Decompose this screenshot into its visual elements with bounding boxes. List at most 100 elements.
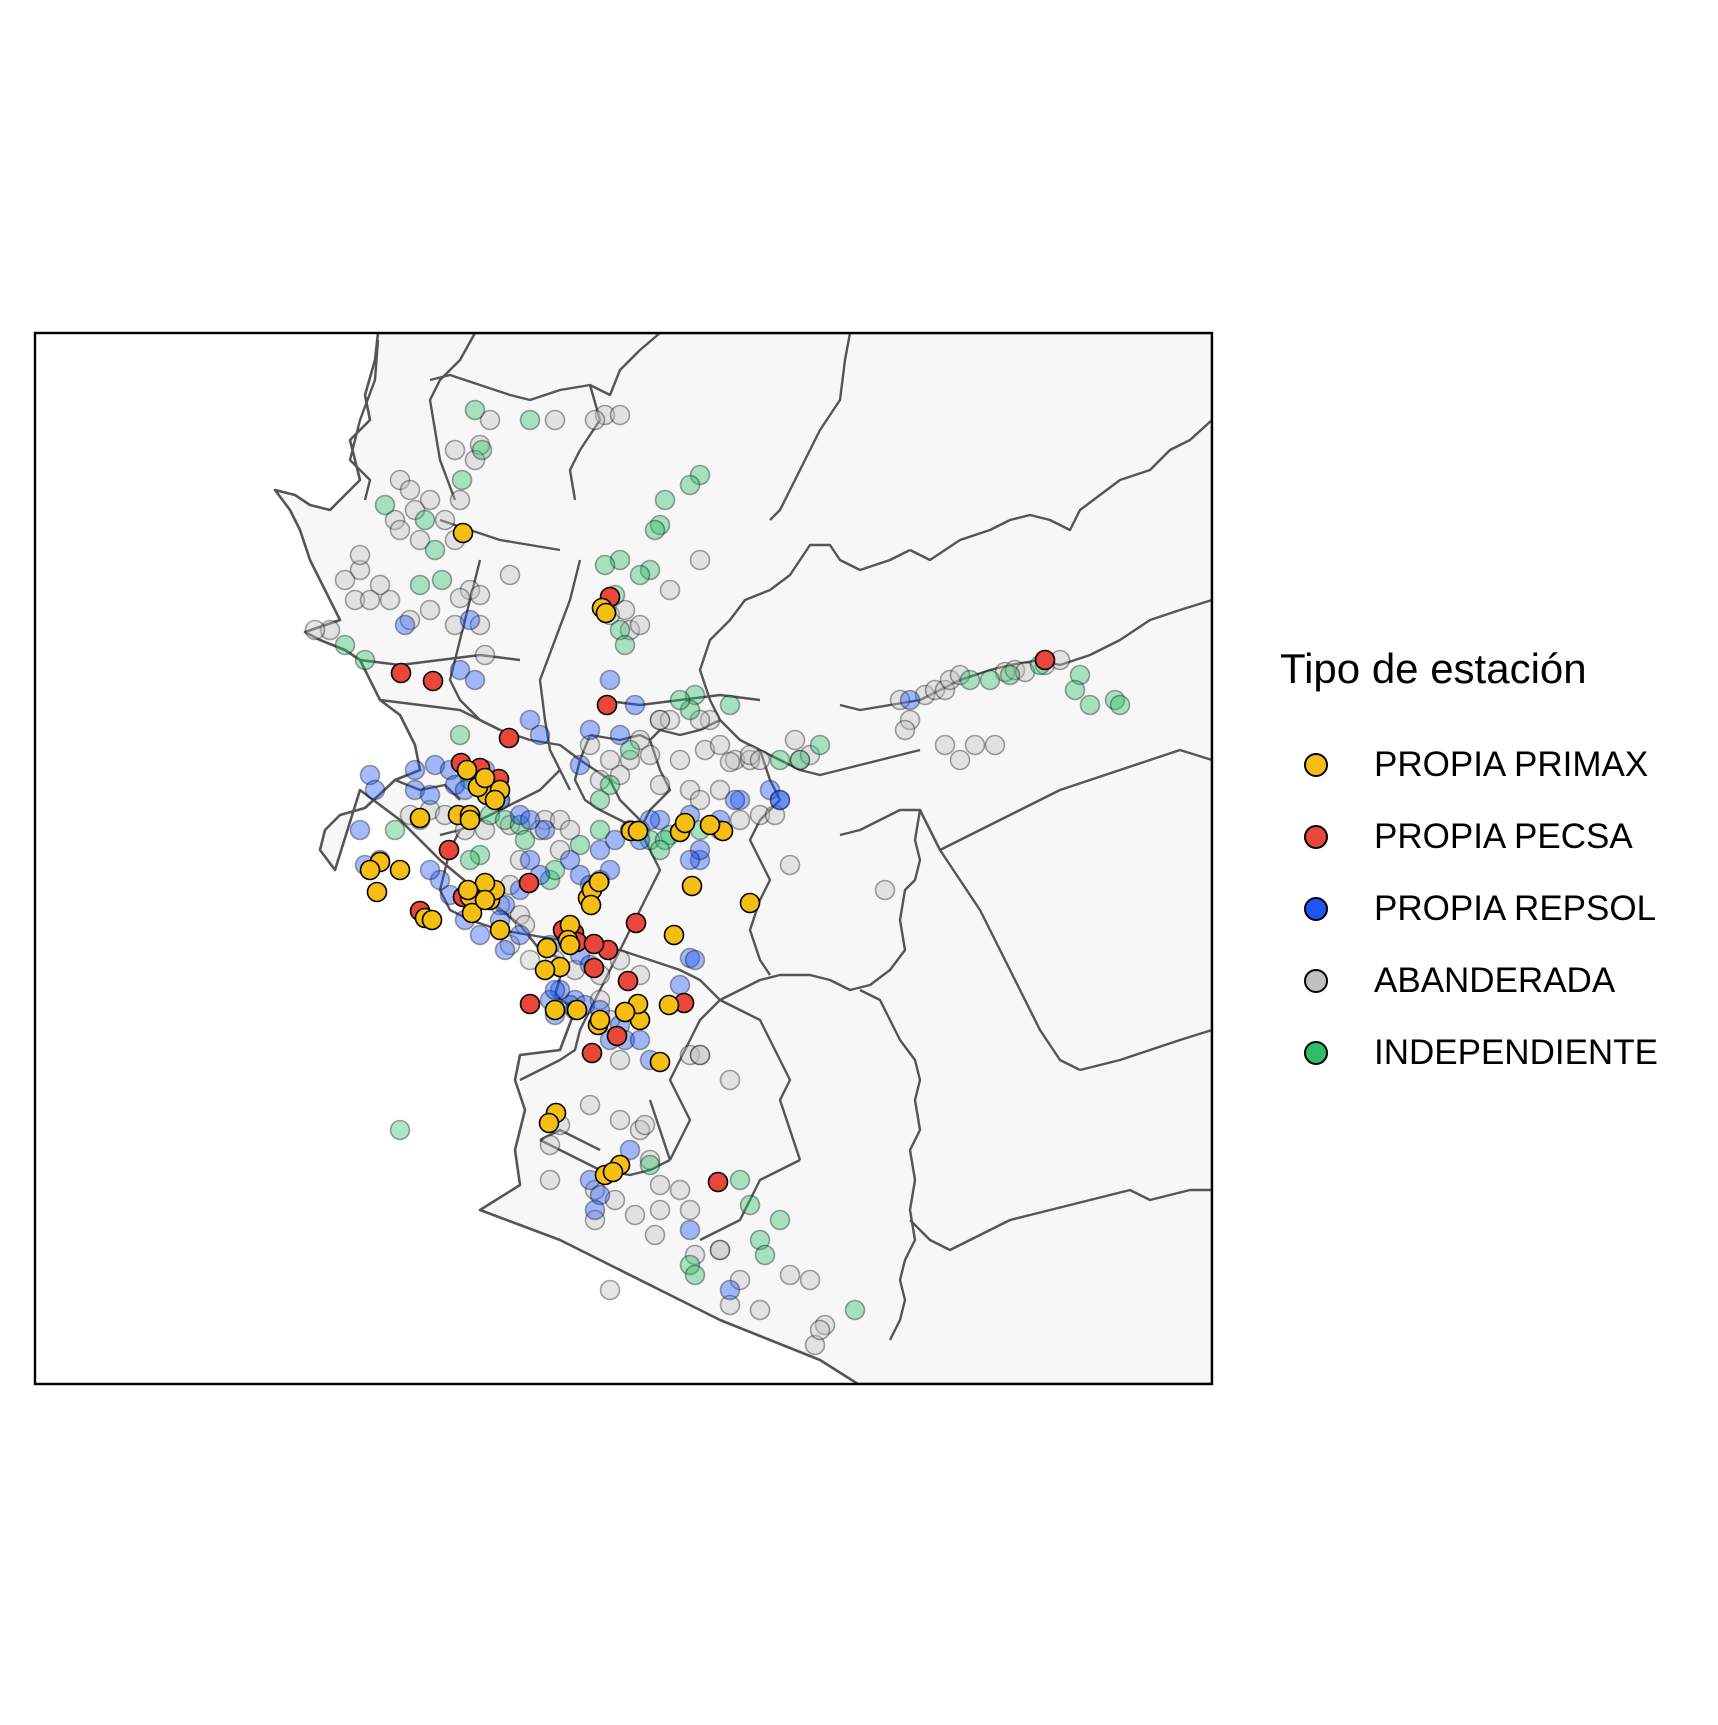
station-point-abanderada xyxy=(709,779,731,801)
station-point-abanderada xyxy=(894,719,916,741)
station-point-independiente xyxy=(514,829,536,851)
station-point-abanderada xyxy=(599,749,621,771)
station-point-abanderada xyxy=(984,734,1006,756)
station-point-abanderada xyxy=(709,1239,731,1261)
station-point-repsol xyxy=(394,614,416,636)
station-points xyxy=(304,399,1131,1356)
station-point-independiente xyxy=(384,819,406,841)
station-point-abanderada xyxy=(509,904,531,926)
station-point-independiente xyxy=(959,669,981,691)
station-point-abanderada xyxy=(764,804,786,826)
station-point-primax xyxy=(459,809,481,831)
station-point-independiente xyxy=(539,869,561,891)
legend-item-abanderada: ABANDERADA xyxy=(1280,945,1658,1017)
station-point-abanderada xyxy=(359,589,381,611)
station-point-abanderada xyxy=(539,1169,561,1191)
station-point-abanderada xyxy=(404,499,426,521)
legend-label-primax: PROPIA PRIMAX xyxy=(1374,745,1649,784)
station-point-primax xyxy=(681,875,703,897)
station-point-abanderada xyxy=(334,569,356,591)
station-point-independiente xyxy=(789,749,811,771)
station-point-abanderada xyxy=(689,549,711,571)
station-point-abanderada xyxy=(784,729,806,751)
legend-key-pecsa xyxy=(1296,817,1336,857)
station-point-repsol xyxy=(599,669,621,691)
station-point-independiente xyxy=(614,634,636,656)
station-point-abanderada xyxy=(474,644,496,666)
station-point-repsol xyxy=(684,949,706,971)
station-point-abanderada xyxy=(389,469,411,491)
station-point-abanderada xyxy=(629,1119,651,1141)
station-point-independiente xyxy=(1109,694,1131,716)
station-point-independiente xyxy=(464,399,486,421)
station-point-repsol xyxy=(609,724,631,746)
station-point-primax xyxy=(452,522,474,544)
station-point-abanderada xyxy=(779,1264,801,1286)
station-point-independiente xyxy=(1069,664,1091,686)
station-point-abanderada xyxy=(679,1199,701,1221)
station-point-abanderada xyxy=(529,819,551,841)
station-point-pecsa xyxy=(625,912,647,934)
station-point-primax xyxy=(538,1112,560,1134)
station-point-abanderada xyxy=(619,619,641,641)
station-point-abanderada xyxy=(669,749,691,771)
station-point-abanderada xyxy=(544,409,566,431)
station-point-primax xyxy=(389,859,411,881)
station-point-abanderada xyxy=(499,934,521,956)
station-point-primax xyxy=(457,879,479,901)
station-point-repsol xyxy=(759,779,781,801)
station-point-independiente xyxy=(409,574,431,596)
station-point-pecsa xyxy=(617,970,639,992)
legend-item-repsol: PROPIA REPSOL xyxy=(1280,873,1658,945)
legend-dot-pecsa xyxy=(1304,825,1328,849)
station-point-abanderada xyxy=(1004,659,1026,681)
station-point-primax xyxy=(595,602,617,624)
land-mass xyxy=(273,333,1212,1384)
station-point-independiente xyxy=(739,1194,761,1216)
station-point-independiente xyxy=(544,859,566,881)
legend-key-independiente xyxy=(1296,1033,1336,1073)
station-point-abanderada xyxy=(629,729,651,751)
station-point-repsol xyxy=(509,804,531,826)
station-point-abanderada xyxy=(709,734,731,756)
station-point-pecsa xyxy=(390,662,412,684)
station-point-independiente xyxy=(424,539,446,561)
station-point-repsol xyxy=(604,829,626,851)
station-point-abanderada xyxy=(639,744,661,766)
station-point-abanderada xyxy=(469,614,491,636)
station-point-abanderada xyxy=(449,587,471,609)
station-point-independiente xyxy=(469,844,491,866)
station-point-repsol xyxy=(769,789,791,811)
station-point-abanderada xyxy=(539,1134,561,1156)
station-point-primax xyxy=(366,881,388,903)
station-point-abanderada xyxy=(624,1204,646,1226)
station-point-abanderada xyxy=(534,809,556,831)
station-point-repsol xyxy=(519,809,541,831)
station-point-abanderada xyxy=(559,819,581,841)
station-point-independiente xyxy=(594,554,616,576)
station-point-primax xyxy=(614,1001,636,1023)
station-point-repsol xyxy=(679,1219,701,1241)
station-point-primax xyxy=(359,859,381,881)
station-point-repsol xyxy=(429,869,451,891)
station-point-repsol xyxy=(529,724,551,746)
station-point-primax xyxy=(474,767,496,789)
station-point-independiente xyxy=(639,559,661,581)
station-point-abanderada xyxy=(589,989,611,1011)
station-point-abanderada xyxy=(729,809,751,831)
station-point-abanderada xyxy=(669,1179,691,1201)
station-point-abanderada xyxy=(749,749,771,771)
station-point-independiente xyxy=(1079,694,1101,716)
station-point-abanderada xyxy=(399,609,421,631)
station-point-independiente xyxy=(669,689,691,711)
station-point-independiente xyxy=(451,469,473,491)
district-boundaries xyxy=(348,333,1212,1341)
station-point-abanderada xyxy=(584,1179,606,1201)
station-point-primax xyxy=(580,894,602,916)
station-point-primax xyxy=(559,934,581,956)
station-point-abanderada xyxy=(799,1269,821,1291)
station-point-abanderada xyxy=(444,439,466,461)
station-point-abanderada xyxy=(719,1069,741,1091)
station-point-abanderada xyxy=(789,749,811,771)
